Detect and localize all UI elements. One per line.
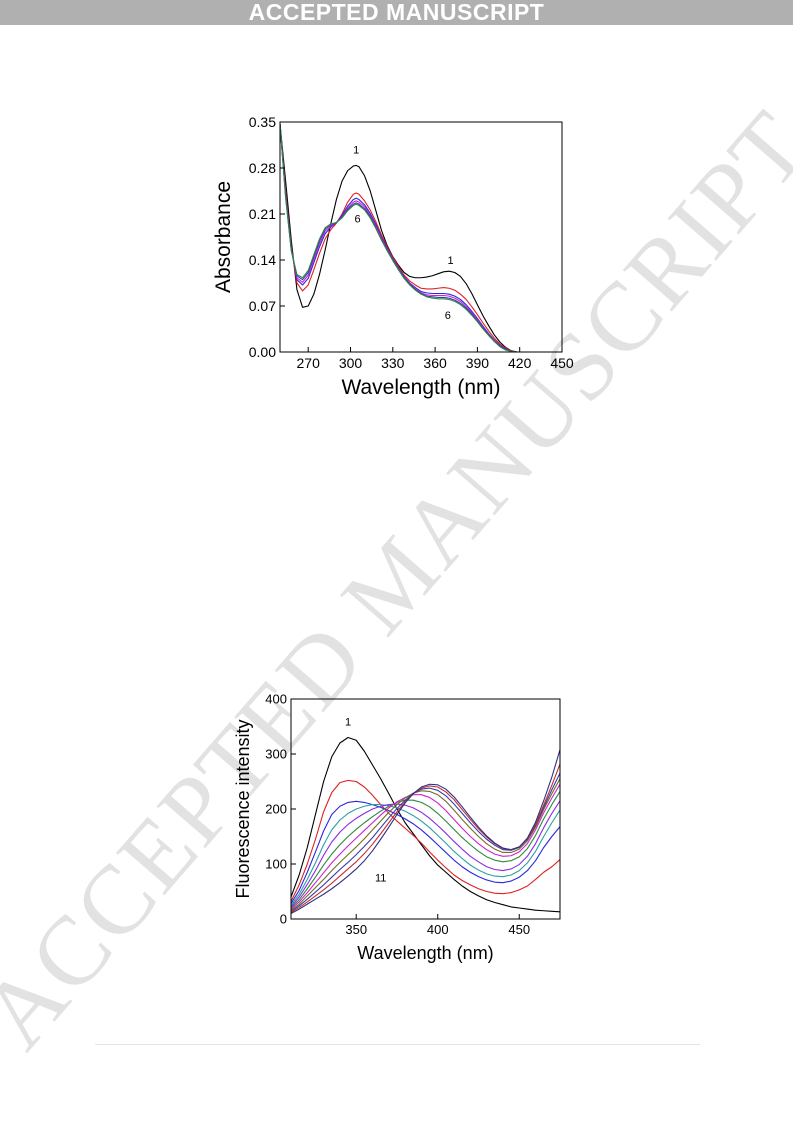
x-tick-label: 390 <box>466 355 490 371</box>
y-tick-label: 0.28 <box>249 160 276 176</box>
y-axis-label: Fluorescence intensity <box>233 719 253 898</box>
series-line-6 <box>291 791 560 909</box>
plot-frame <box>279 121 563 353</box>
x-tick-label: 450 <box>550 355 574 371</box>
x-tick-label: 270 <box>297 355 321 371</box>
x-axis-label: Wavelength (nm) <box>357 943 493 963</box>
plot-frame <box>290 698 561 920</box>
y-tick-label: 0.21 <box>249 206 276 222</box>
y-tick-label: 0.07 <box>249 298 276 314</box>
x-axis-label: Wavelength (nm) <box>341 376 500 399</box>
y-axis-label: Absorbance <box>212 181 235 293</box>
series-group <box>291 736 560 914</box>
x-tick-label: 330 <box>381 355 405 371</box>
series-line-4 <box>291 804 560 906</box>
series-line-2 <box>280 123 523 352</box>
footer-divider <box>95 1044 700 1045</box>
x-tick-label: 420 <box>508 355 532 371</box>
curve-label: 1 <box>345 716 351 728</box>
series-group <box>280 123 523 352</box>
y-tick-label: 0 <box>280 912 287 927</box>
x-tick-label: 450 <box>508 922 530 937</box>
series-line-11 <box>291 749 560 914</box>
accepted-manuscript-banner: ACCEPTED MANUSCRIPT <box>0 0 793 25</box>
curve-label: 11 <box>375 873 386 885</box>
x-tick-label: 400 <box>427 922 449 937</box>
x-tick-label: 300 <box>339 355 363 371</box>
fluorescence-chart: 350 400 450 0 100 200 300 400 Wavelength (nm) Flu… <box>233 692 561 963</box>
curve-label: 6 <box>445 310 451 322</box>
y-tick-label: 100 <box>265 857 287 872</box>
series-line-6 <box>280 123 523 352</box>
curve-label: 1 <box>353 145 359 157</box>
y-tick-label: 200 <box>265 802 287 817</box>
y-tick-label: 400 <box>265 692 287 707</box>
series-line-7 <box>291 783 560 910</box>
curve-label: 1 <box>448 255 454 267</box>
series-line-3 <box>291 800 560 904</box>
y-tick-label: 0.00 <box>249 344 276 360</box>
series-line-5 <box>291 800 560 908</box>
x-tick-label: 350 <box>345 922 367 937</box>
curve-label: 6 <box>354 214 360 226</box>
absorbance-chart: 270 300 330 360 390 420 450 0.00 0.07 0.14 0.21 0.2… <box>212 114 574 399</box>
y-tick-label: 0.35 <box>249 114 276 130</box>
y-tick-label: 300 <box>265 747 287 762</box>
series-line-2 <box>291 779 560 902</box>
y-tick-label: 0.14 <box>249 252 276 268</box>
series-line-1 <box>280 123 523 352</box>
series-line-8 <box>291 778 560 911</box>
series-line-1 <box>291 736 560 913</box>
x-tick-label: 360 <box>423 355 447 371</box>
